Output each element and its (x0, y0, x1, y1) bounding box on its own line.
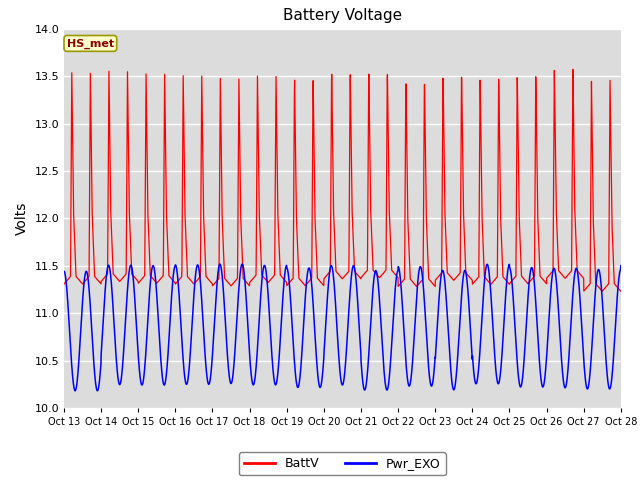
Text: HS_met: HS_met (67, 38, 114, 48)
Legend: BattV, Pwr_EXO: BattV, Pwr_EXO (239, 452, 446, 475)
Title: Battery Voltage: Battery Voltage (283, 9, 402, 24)
Y-axis label: Volts: Volts (15, 202, 29, 235)
